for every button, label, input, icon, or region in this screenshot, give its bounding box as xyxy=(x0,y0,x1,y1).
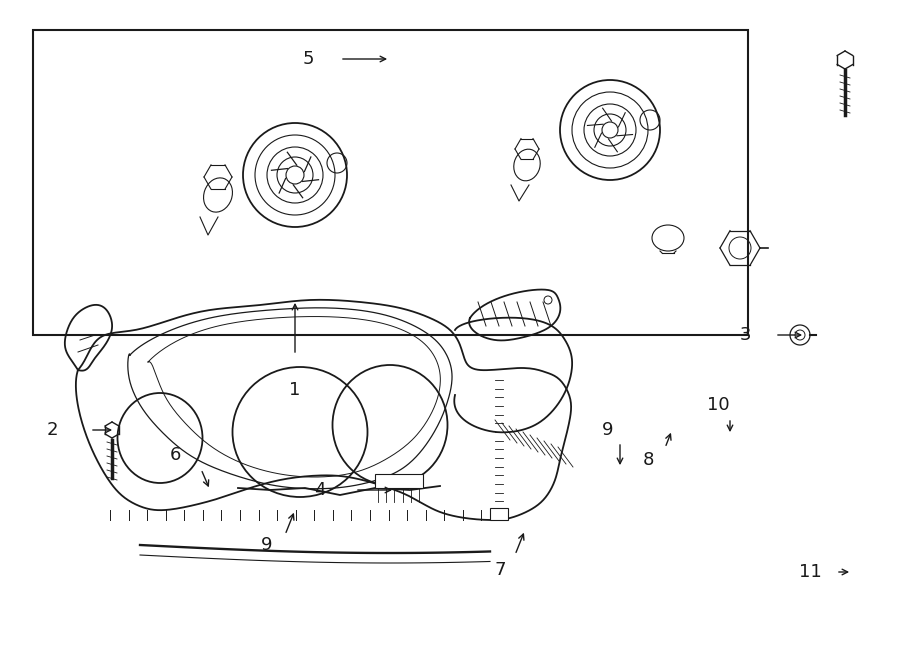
Text: 9: 9 xyxy=(602,421,614,439)
Text: 7: 7 xyxy=(494,561,506,579)
Text: 11: 11 xyxy=(798,563,822,581)
Text: 9: 9 xyxy=(261,536,273,554)
Bar xyxy=(375,474,423,488)
Text: 4: 4 xyxy=(314,481,326,499)
Text: 8: 8 xyxy=(643,451,653,469)
Text: 10: 10 xyxy=(706,396,729,414)
Text: 2: 2 xyxy=(46,421,58,439)
Bar xyxy=(33,30,748,335)
Text: 3: 3 xyxy=(739,326,751,344)
Bar xyxy=(490,508,508,520)
Text: 6: 6 xyxy=(169,446,181,464)
Text: 5: 5 xyxy=(302,50,314,68)
Text: 1: 1 xyxy=(289,381,301,399)
